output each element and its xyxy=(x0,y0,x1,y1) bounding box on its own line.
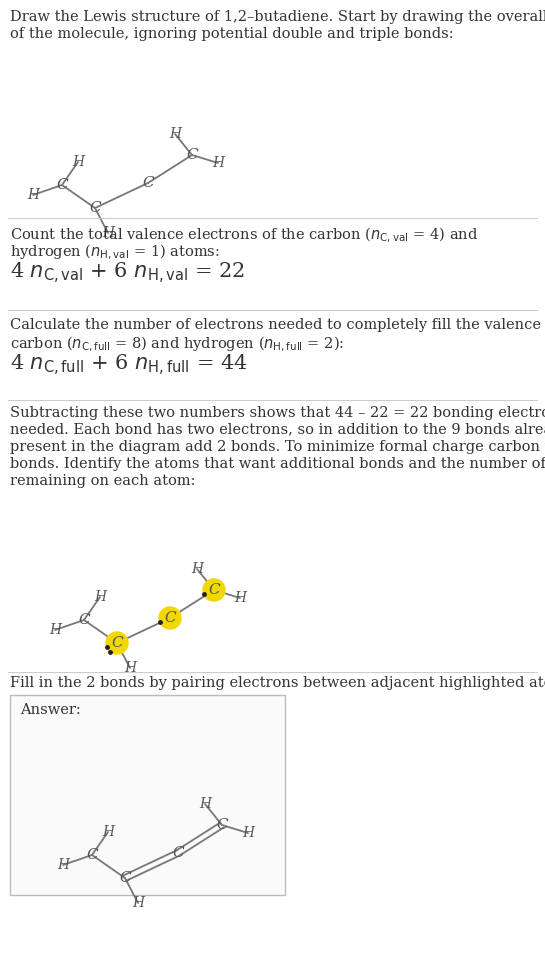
Text: C: C xyxy=(111,636,123,650)
Text: C: C xyxy=(164,611,176,625)
Text: C: C xyxy=(208,583,220,597)
Text: H: H xyxy=(94,590,106,604)
Text: H: H xyxy=(234,591,246,605)
Text: H: H xyxy=(27,188,39,202)
Text: H: H xyxy=(132,896,144,910)
Text: needed. Each bond has two electrons, so in addition to the 9 bonds already: needed. Each bond has two electrons, so … xyxy=(10,423,545,437)
Text: H: H xyxy=(57,858,69,872)
Text: C: C xyxy=(86,848,98,862)
Text: C: C xyxy=(89,201,101,215)
Text: C: C xyxy=(172,846,184,860)
Text: C: C xyxy=(142,176,154,190)
Text: Subtracting these two numbers shows that 44 – 22 = 22 bonding electrons are: Subtracting these two numbers shows that… xyxy=(10,406,545,420)
Text: present in the diagram add 2 bonds. To minimize formal charge carbon wants 4: present in the diagram add 2 bonds. To m… xyxy=(10,440,545,454)
Text: Count the total valence electrons of the carbon ($n_{\mathrm{C,val}}$ = 4) and: Count the total valence electrons of the… xyxy=(10,226,478,246)
Text: remaining on each atom:: remaining on each atom: xyxy=(10,474,196,488)
Text: H: H xyxy=(242,826,254,840)
Text: H: H xyxy=(49,623,61,637)
Text: Draw the Lewis structure of 1,2–butadiene. Start by drawing the overall structur: Draw the Lewis structure of 1,2–butadien… xyxy=(10,10,545,24)
Text: 4 $n_{\mathrm{C,full}}$ + 6 $n_{\mathrm{H,full}}$ = 44: 4 $n_{\mathrm{C,full}}$ + 6 $n_{\mathrm{… xyxy=(10,353,248,378)
Text: C: C xyxy=(216,818,228,832)
Circle shape xyxy=(159,607,181,629)
Circle shape xyxy=(203,579,225,601)
Text: H: H xyxy=(199,797,211,811)
Text: H: H xyxy=(102,825,114,839)
Text: Fill in the 2 bonds by pairing electrons between adjacent highlighted atoms:: Fill in the 2 bonds by pairing electrons… xyxy=(10,676,545,690)
Text: H: H xyxy=(212,156,224,170)
Text: of the molecule, ignoring potential double and triple bonds:: of the molecule, ignoring potential doub… xyxy=(10,27,453,41)
Text: carbon ($n_{\mathrm{C,full}}$ = 8) and hydrogen ($n_{\mathrm{H,full}}$ = 2):: carbon ($n_{\mathrm{C,full}}$ = 8) and h… xyxy=(10,335,344,354)
Text: C: C xyxy=(186,148,198,162)
Text: Calculate the number of electrons needed to completely fill the valence shells f: Calculate the number of electrons needed… xyxy=(10,318,545,332)
Text: Answer:: Answer: xyxy=(20,703,81,717)
Text: hydrogen ($n_{\mathrm{H,val}}$ = 1) atoms:: hydrogen ($n_{\mathrm{H,val}}$ = 1) atom… xyxy=(10,243,220,262)
Text: C: C xyxy=(56,178,68,192)
Text: H: H xyxy=(124,661,136,675)
Text: C: C xyxy=(78,613,90,627)
Circle shape xyxy=(106,632,128,654)
Text: bonds. Identify the atoms that want additional bonds and the number of electrons: bonds. Identify the atoms that want addi… xyxy=(10,457,545,471)
Text: H: H xyxy=(169,127,181,141)
Text: H: H xyxy=(102,226,114,240)
Text: H: H xyxy=(72,155,84,169)
FancyBboxPatch shape xyxy=(10,695,285,895)
Text: H: H xyxy=(191,562,203,576)
Text: 4 $n_{\mathrm{C,val}}$ + 6 $n_{\mathrm{H,val}}$ = 22: 4 $n_{\mathrm{C,val}}$ + 6 $n_{\mathrm{H… xyxy=(10,261,245,286)
Text: C: C xyxy=(119,871,131,885)
